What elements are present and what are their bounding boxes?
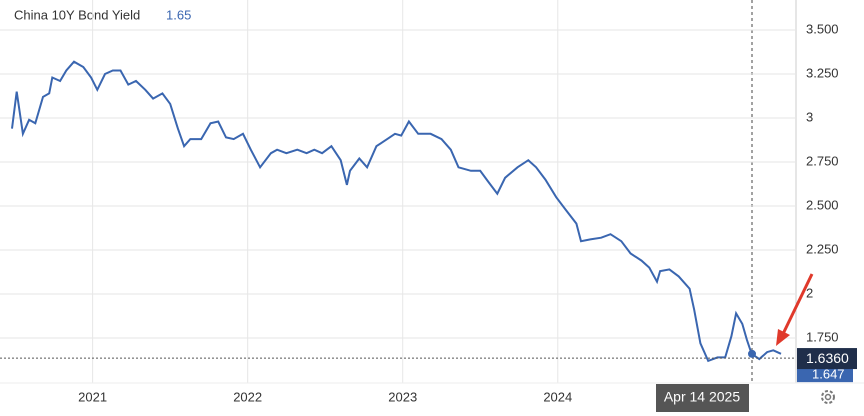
y-tick-label: 2.250 [806,241,839,256]
y-tick-label: 2 [806,285,813,300]
y-tick-label: 2.500 [806,197,839,212]
crosshair-dot [748,349,756,358]
x-tick-label: 2023 [388,389,417,404]
settings-icon[interactable] [821,390,835,404]
y-tick-label: 3 [806,109,813,124]
arrow [780,273,814,337]
chart-title: China 10Y Bond Yield [14,7,140,22]
latest-value: 1.65 [166,7,191,22]
y-tick-label: 1.750 [806,329,839,344]
last-value-box [797,348,857,370]
plot [0,0,795,383]
arrow-head [776,329,790,346]
crosshair-label: Apr 14 2025 [664,389,740,405]
x-tick-label: 2022 [233,389,262,404]
y-tick-label: 2.750 [806,153,839,168]
y-tick-label: 3.250 [806,65,839,80]
data-line [11,60,782,363]
y-tick-label: 3.500 [806,21,839,36]
prev-value-label: 1.647 [812,367,845,382]
crosshair-box [656,384,749,412]
last-value-label: 1.6360 [806,350,849,366]
x-tick-label: 2021 [78,389,107,404]
x-tick-label: 2024 [543,389,572,404]
